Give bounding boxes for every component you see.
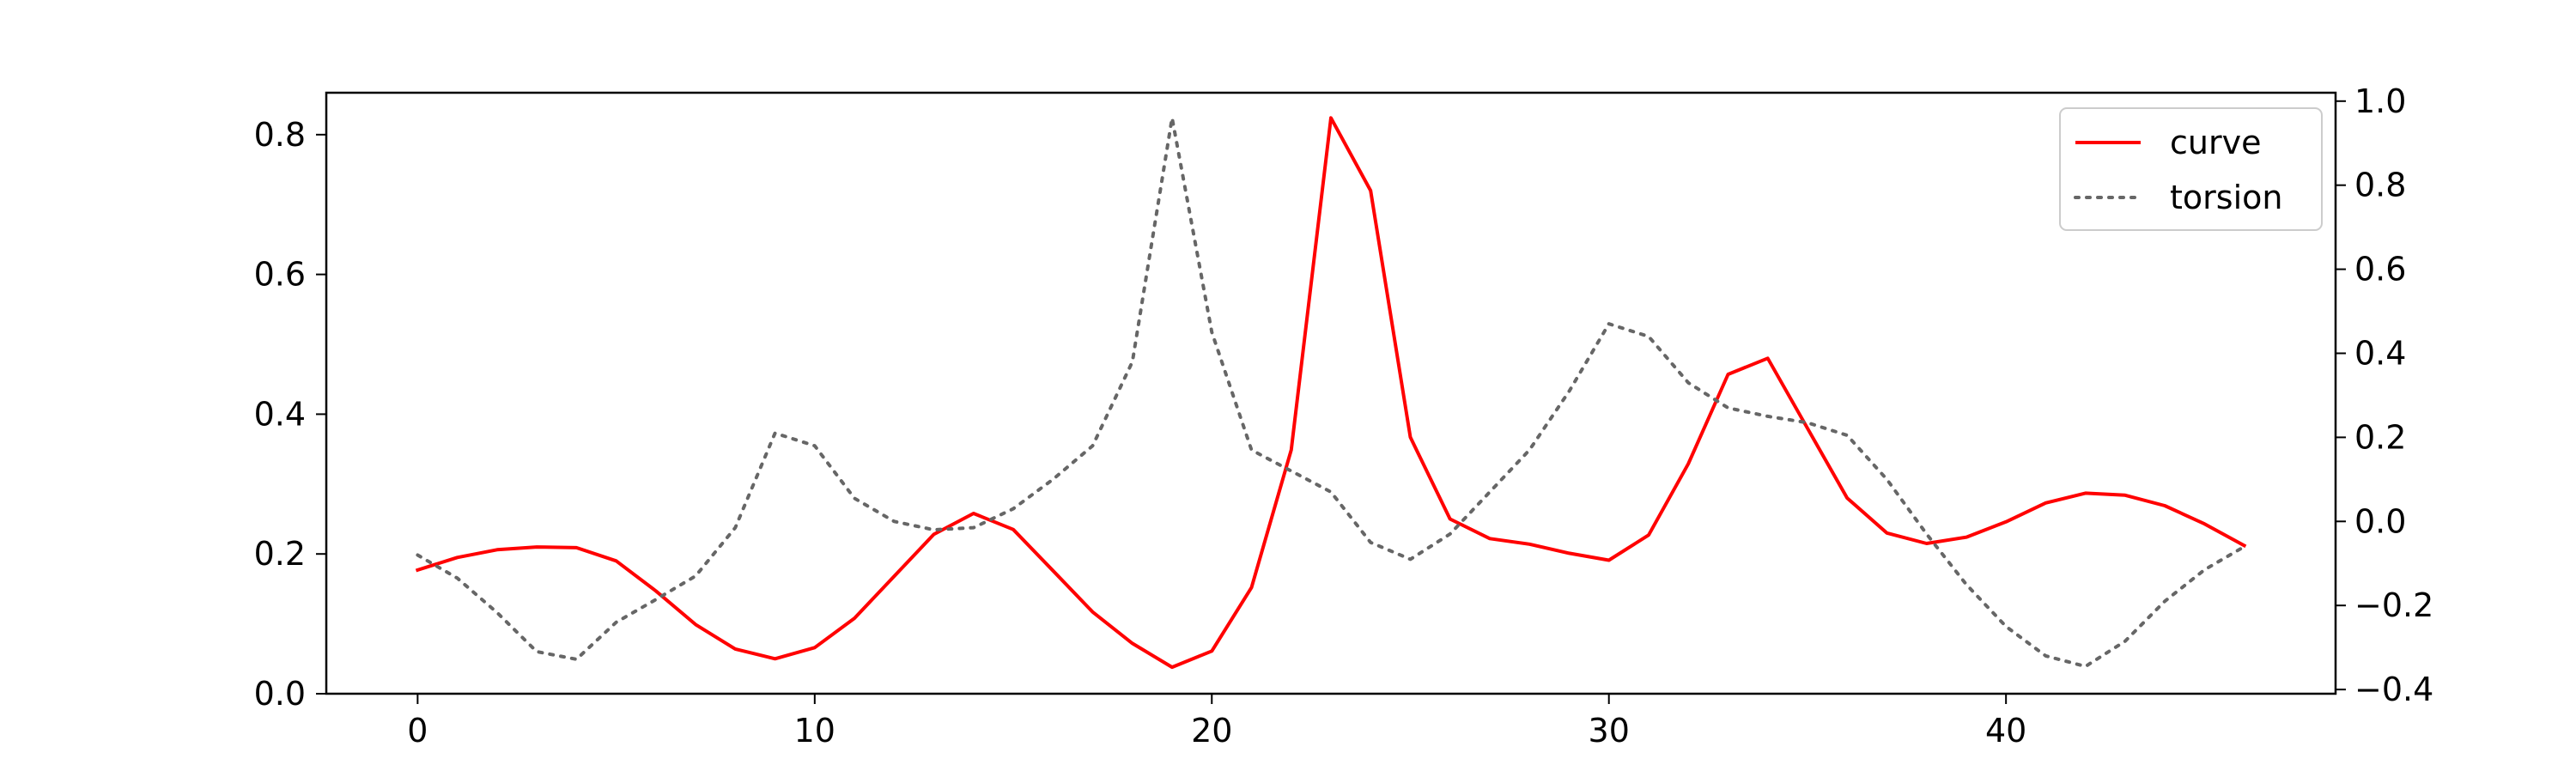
legend-label-torsion: torsion	[2170, 179, 2282, 216]
series-line-torsion	[416, 116, 2246, 669]
series-line-curve	[415, 116, 2247, 670]
y-right-tick-label: 0.8	[2354, 167, 2406, 204]
x-tick-label: 20	[1191, 712, 1232, 750]
y-right-tick-label: 0.2	[2354, 418, 2406, 456]
legend-label-curve: curve	[2170, 124, 2261, 161]
plot-frame	[325, 91, 2337, 695]
x-tick-label: 30	[1589, 712, 1630, 750]
y-right-tick-label: 0.4	[2354, 334, 2406, 372]
y-right-tick-label: 0.0	[2354, 502, 2406, 540]
y-left-tick-label: 0.2	[254, 535, 306, 573]
y-right-tick-label: −0.2	[2354, 586, 2433, 624]
y-left-tick-label: 0.0	[254, 675, 306, 713]
y-right-tick-label: 1.0	[2354, 82, 2406, 120]
y-right-tick-label: −0.4	[2354, 671, 2433, 708]
y-left-tick-label: 0.4	[254, 395, 306, 433]
x-tick-label: 10	[794, 712, 835, 750]
legend-box	[2059, 107, 2323, 231]
x-tick-label: 40	[1985, 712, 2026, 750]
y-left-tick-label: 0.6	[254, 256, 306, 294]
series-layer	[415, 116, 2247, 670]
axes-layer: 0 10 20 30 40 0.0 0.2 0.4 0.6 0.8 −0.4 −0.2 0.0 0.2 0.…	[254, 82, 2434, 750]
y-right-tick-label: 0.6	[2354, 251, 2406, 288]
x-tick-label: 0	[407, 712, 428, 750]
legend: curve torsion	[2059, 107, 2323, 231]
y-left-tick-label: 0.8	[254, 116, 306, 154]
